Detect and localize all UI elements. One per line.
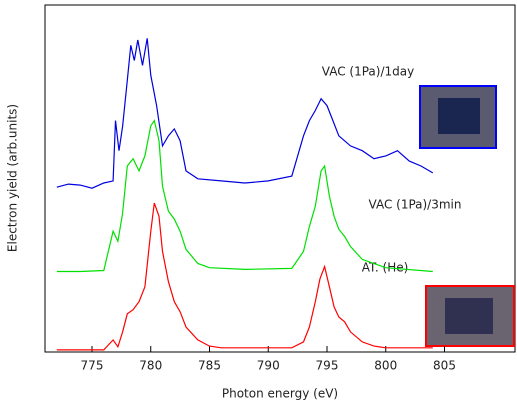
sample-photo-detail [445, 298, 493, 334]
series-line [56, 202, 433, 351]
series-line [56, 119, 433, 273]
y-axis-label: Electron yield (arb.units) [6, 104, 20, 252]
sample-photo-detail [438, 98, 480, 134]
x-tick-label: 805 [433, 359, 456, 373]
plot-frame [44, 4, 516, 353]
x-tick-label: 775 [81, 359, 104, 373]
x-tick-label: 785 [198, 359, 221, 373]
series-line [56, 38, 434, 189]
sample-photo [419, 85, 497, 149]
x-tick-label: 790 [257, 359, 280, 373]
series-label: VAC (1Pa)/1day [322, 65, 414, 79]
x-tick-label: 780 [139, 359, 162, 373]
series-label: VAC (1Pa)/3min [369, 198, 462, 212]
x-tick-label: 800 [374, 359, 397, 373]
x-axis-label: Photon energy (eV) [222, 387, 338, 401]
x-tick-label: 795 [316, 359, 339, 373]
